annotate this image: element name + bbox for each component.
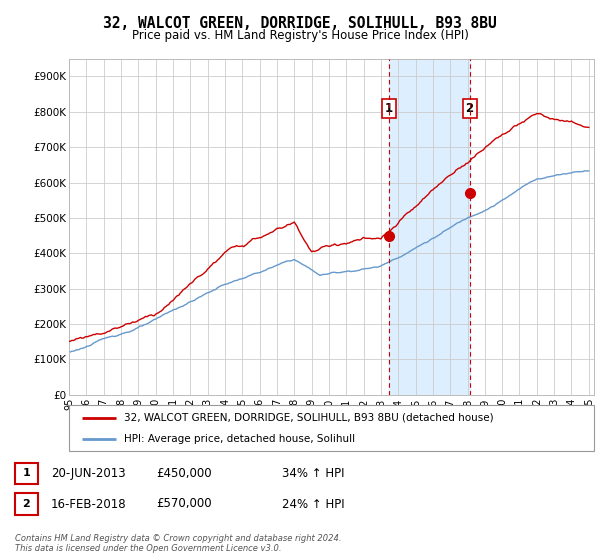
Text: 24% ↑ HPI: 24% ↑ HPI (282, 497, 344, 511)
Text: Contains HM Land Registry data © Crown copyright and database right 2024.
This d: Contains HM Land Registry data © Crown c… (15, 534, 341, 553)
Text: 32, WALCOT GREEN, DORRIDGE, SOLIHULL, B93 8BU (detached house): 32, WALCOT GREEN, DORRIDGE, SOLIHULL, B9… (124, 413, 494, 423)
Text: 34% ↑ HPI: 34% ↑ HPI (282, 466, 344, 480)
Text: Price paid vs. HM Land Registry's House Price Index (HPI): Price paid vs. HM Land Registry's House … (131, 29, 469, 42)
Text: 32, WALCOT GREEN, DORRIDGE, SOLIHULL, B93 8BU: 32, WALCOT GREEN, DORRIDGE, SOLIHULL, B9… (103, 16, 497, 31)
Text: £570,000: £570,000 (156, 497, 212, 511)
Text: £450,000: £450,000 (156, 466, 212, 480)
Text: 1: 1 (385, 102, 393, 115)
Text: 2: 2 (23, 499, 30, 509)
Text: 1: 1 (23, 468, 30, 478)
FancyBboxPatch shape (69, 405, 594, 451)
Text: 2: 2 (466, 102, 473, 115)
Text: 16-FEB-2018: 16-FEB-2018 (51, 497, 127, 511)
Text: 20-JUN-2013: 20-JUN-2013 (51, 466, 125, 480)
Bar (389, 59, 470, 395)
Text: HPI: Average price, detached house, Solihull: HPI: Average price, detached house, Soli… (124, 435, 355, 444)
